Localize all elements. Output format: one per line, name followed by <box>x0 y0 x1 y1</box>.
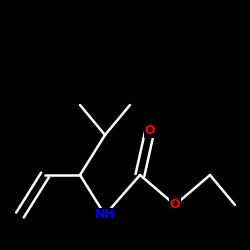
Text: O: O <box>145 124 155 136</box>
Text: NH: NH <box>94 208 116 222</box>
Text: O: O <box>170 198 180 211</box>
